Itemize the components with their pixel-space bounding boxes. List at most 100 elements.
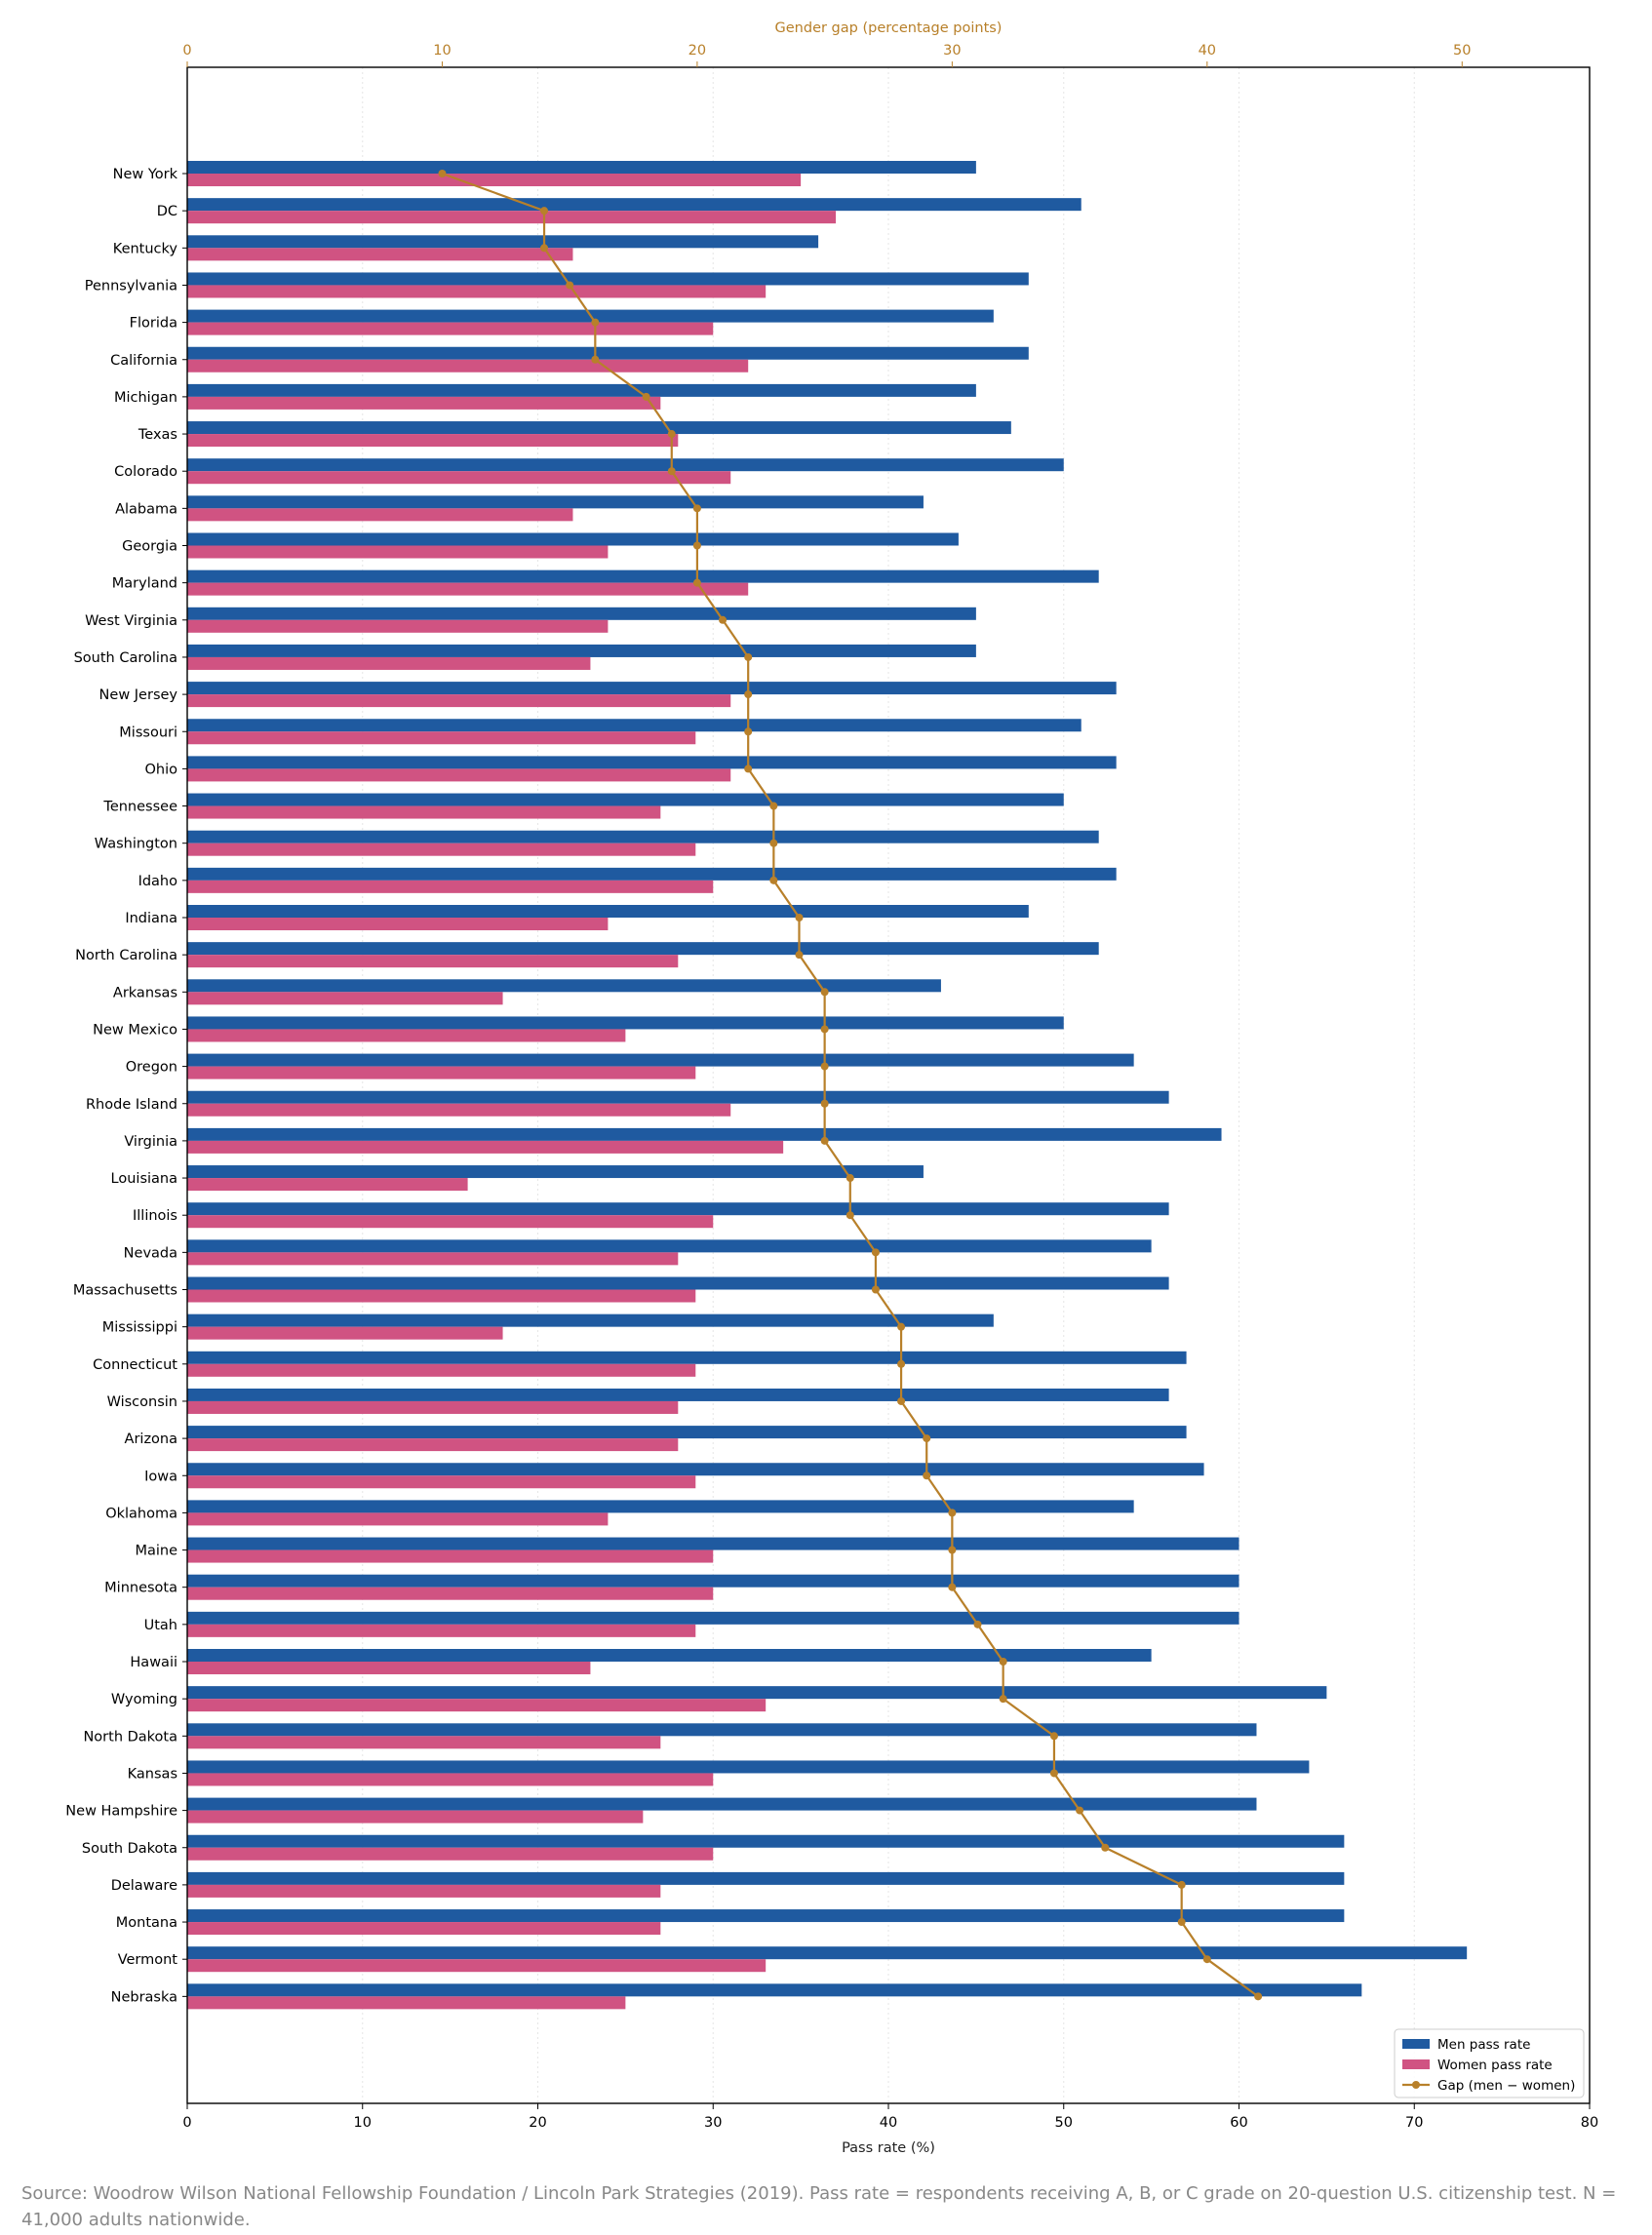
women-bar (187, 1587, 714, 1600)
men-bar (187, 1834, 1345, 1848)
men-bar (187, 1239, 1152, 1253)
x-tick-label: 70 (1405, 2115, 1423, 2131)
gap-point (540, 244, 549, 253)
legend-label: Men pass rate (1437, 2037, 1530, 2053)
gap-point (897, 1396, 906, 1405)
women-bar (187, 918, 609, 930)
men-bar (187, 1053, 1134, 1067)
women-bar (187, 1884, 661, 1898)
gap-point (820, 1025, 829, 1034)
gap-point (897, 1322, 906, 1331)
women-bar (187, 843, 696, 856)
y-tick-label: Hawaii (130, 1655, 177, 1670)
y-tick-label: Maine (135, 1544, 177, 1559)
gap-point (769, 876, 778, 884)
women-bar (187, 1699, 767, 1712)
women-bar (187, 396, 661, 410)
legend-marker (1412, 2081, 1420, 2089)
men-bar (187, 1537, 1239, 1550)
x2-tick-label: 50 (1453, 43, 1471, 59)
women-bar (187, 1475, 696, 1489)
women-bar (187, 1140, 784, 1154)
y-tick-label: New York (113, 167, 178, 182)
y-tick-label: Nebraska (111, 1989, 177, 2005)
gap-point (820, 988, 829, 997)
top-axis-label: Gender gap (percentage points) (775, 20, 1003, 36)
gap-point (719, 615, 728, 624)
gap-point (692, 578, 701, 587)
gap-point (744, 727, 753, 736)
men-bar (187, 756, 1117, 769)
women-bar (187, 434, 679, 448)
men-bar (187, 607, 976, 620)
men-bar (187, 979, 941, 993)
y-tick-label: Illinois (133, 1208, 177, 1224)
men-bar (187, 1016, 1064, 1030)
x-tick-label: 80 (1581, 2115, 1598, 2131)
women-bar (187, 619, 609, 633)
gap-point (871, 1285, 880, 1294)
gap-point (999, 1695, 1007, 1704)
men-bar (187, 1500, 1134, 1513)
gap-point (871, 1248, 880, 1257)
women-bar (187, 880, 714, 893)
women-bar (187, 1922, 661, 1936)
gap-point (744, 690, 753, 699)
y-tick-label: Oklahoma (105, 1506, 177, 1521)
men-bar (187, 867, 1117, 881)
gap-point (820, 1136, 829, 1145)
women-bar (187, 508, 573, 522)
y-tick-label: North Dakota (83, 1729, 177, 1745)
gap-point (540, 207, 549, 216)
women-bar (187, 1662, 591, 1674)
men-bar (187, 161, 976, 174)
men-bar-series (187, 161, 1468, 1997)
men-bar (187, 1426, 1187, 1439)
men-bar (187, 719, 1082, 732)
source-note: Source: Woodrow Wilson National Fellowsh… (21, 2183, 1617, 2230)
x-tick-label: 30 (704, 2115, 722, 2131)
x2-tick-label: 20 (688, 43, 706, 59)
men-bar (187, 644, 976, 657)
women-bar (187, 174, 802, 186)
gap-line (442, 172, 1259, 1998)
y-tick-label: Arkansas (113, 985, 177, 1000)
men-bar (187, 1574, 1239, 1588)
y-tick-label: Washington (95, 837, 177, 852)
men-bar (187, 532, 959, 546)
y-tick-label: Delaware (111, 1878, 177, 1894)
gap-point (667, 430, 676, 439)
women-bar (187, 322, 714, 335)
women-bar (187, 471, 731, 485)
women-bar (187, 1959, 767, 1973)
women-bar (187, 1215, 714, 1229)
y-tick-label: California (110, 353, 177, 369)
y-tick-label: Colorado (114, 464, 177, 480)
women-bar (187, 1810, 644, 1823)
gap-point (1049, 1769, 1058, 1778)
men-bar (187, 793, 1064, 806)
women-bar (187, 1624, 696, 1637)
y-tick-label: DC (157, 204, 177, 219)
women-bar-series (187, 174, 837, 2010)
women-bar (187, 805, 661, 819)
women-bar (187, 582, 749, 596)
men-bar (187, 198, 1082, 212)
men-bar (187, 1388, 1169, 1401)
gap-point (642, 392, 650, 401)
y-tick-label: New Jersey (99, 687, 178, 703)
gap-point (667, 467, 676, 476)
gap-point (591, 355, 600, 364)
men-bar (187, 1276, 1169, 1290)
women-bar (187, 731, 696, 745)
legend-label: Gap (men − women) (1437, 2078, 1575, 2094)
men-bar (187, 942, 1099, 956)
women-bar (187, 545, 609, 559)
y-tick-label: Louisiana (111, 1171, 177, 1187)
y-tick-label: West Virginia (85, 613, 177, 629)
y-tick-label: New Hampshire (65, 1804, 177, 1820)
gap-point (1254, 1992, 1263, 2001)
x-tick-label: 50 (1055, 2115, 1073, 2131)
men-bar (187, 1202, 1169, 1216)
